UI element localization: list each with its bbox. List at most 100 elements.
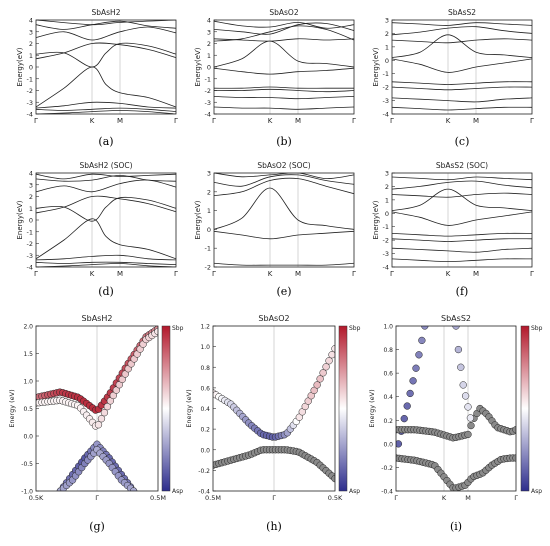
y-tick-label: -2: [27, 87, 33, 95]
band-point: [316, 375, 324, 383]
y-tick-label: -4: [383, 111, 389, 119]
band-point: [464, 403, 472, 411]
panel-h: SbAsO2 -0.4 -0.2 0.0 0.2 0.4 0.6 0.8 1.0 1.2 0.5M Γ…: [185, 314, 361, 533]
band-line: [392, 188, 532, 211]
x-tick-label: Γ: [390, 270, 394, 278]
y-tick-label: 3: [385, 17, 389, 25]
x-tick-label: Γ: [174, 117, 178, 125]
x-tick-label: Γ: [34, 270, 38, 278]
panel-d: SbAsH2 (SOC) -4 -3 -2 -1 0 1 2 3 4 Γ K M Γ Energy(eV) (…: [16, 161, 178, 298]
panel-caption: (c): [455, 135, 470, 148]
y-tick-label: 4: [207, 17, 211, 25]
plot-frame: [35, 172, 177, 268]
panel-title: SbAsO2: [269, 8, 298, 17]
plot-frame: [391, 172, 533, 268]
band-line: [214, 25, 354, 42]
band-point: [129, 487, 138, 491]
panel-title: SbAsO2 (SOC): [257, 161, 310, 170]
y-tick-label: 0: [207, 64, 211, 72]
y-axis-label: Energy(eV): [372, 200, 380, 239]
y-tick-label: -2: [205, 264, 211, 272]
y-tick-label: -0.4: [381, 489, 393, 496]
band-line: [392, 34, 532, 58]
x-tick-label: Γ: [352, 117, 356, 125]
plot-frame: [212, 325, 336, 492]
y-tick-label: 1: [385, 196, 389, 204]
y-tick-label: 0: [29, 64, 33, 72]
band-line: [392, 106, 532, 111]
panel-caption: (f): [456, 285, 469, 298]
y-axis-label: Energy (eV): [368, 389, 376, 427]
y-tick-label: 0.5: [23, 406, 33, 413]
panel-a: SbAsH2 -4 -3 -2 -1 0 1 2 3 4 Γ K M Γ Energy(eV) (a): [16, 8, 178, 148]
band-point: [328, 351, 335, 359]
x-tick-label: M: [465, 494, 471, 502]
x-tick-label: Γ: [514, 494, 518, 502]
x-tick-label: Γ: [390, 117, 394, 125]
y-tick-label: 1.0: [23, 379, 33, 386]
band-line: [214, 262, 354, 266]
band-point: [464, 430, 472, 439]
y-axis-label: Energy(eV): [372, 47, 380, 86]
y-tick-label: 1: [29, 52, 33, 60]
band-point: [97, 415, 106, 423]
x-tick-label: M: [295, 117, 301, 125]
plot-area: [214, 173, 354, 266]
y-tick-label: -3: [383, 250, 389, 258]
plot-frame: [35, 19, 177, 115]
panel-e: SbAsO2 (SOC) -2 -1 0 1 2 3 Γ K M Γ Energy(eV) (e): [194, 161, 356, 298]
colorbar: [161, 325, 171, 492]
plot-area: [392, 176, 532, 263]
x-tick-label: 0.5M: [150, 494, 166, 502]
y-tick-label: 2: [385, 183, 389, 191]
y-tick-label: -3: [27, 252, 33, 260]
band-point: [319, 369, 327, 377]
y-tick-label: 0.6: [383, 371, 393, 378]
band-line: [214, 40, 354, 68]
y-tick-label: -4: [27, 264, 33, 272]
x-tick-label: K: [446, 117, 451, 125]
x-tick-label: K: [268, 117, 273, 125]
x-tick-label: Γ: [95, 494, 99, 502]
band-line: [36, 101, 176, 109]
colorbar-top-label: Sbp: [349, 325, 361, 332]
band-line: [214, 106, 354, 110]
y-tick-label: 2: [207, 188, 211, 196]
y-tick-label: -1.0: [21, 489, 33, 496]
y-axis-label: Energy (eV): [8, 389, 16, 427]
y-tick-label: 1.0: [200, 344, 210, 351]
colorbar: [338, 325, 348, 492]
y-tick-label: -1: [383, 70, 389, 78]
x-tick-label: Γ: [34, 117, 38, 125]
y-tick-label: -0.2: [381, 465, 393, 472]
band-point: [403, 402, 411, 410]
x-tick-label: K: [90, 270, 95, 278]
panel-b: SbAsO2 -4 -3 -2 -1 0 1 2 3 4 Γ K M Γ Energy(eV) (b): [194, 8, 356, 148]
panel-title: SbAsH2: [92, 8, 121, 17]
y-tick-label: 0.2: [200, 427, 210, 434]
plot-frame: [395, 325, 517, 492]
band-point: [454, 345, 463, 354]
plot-area: [392, 22, 532, 111]
band-line: [392, 38, 532, 44]
panel-caption: (h): [266, 520, 282, 533]
band-line: [36, 107, 176, 112]
band-line: [392, 26, 532, 36]
band-point: [322, 363, 330, 371]
y-tick-label: 0: [385, 57, 389, 65]
panel-title: SbAsS2: [448, 8, 476, 17]
panel-caption: (d): [98, 285, 114, 298]
y-tick-label: -2: [27, 240, 33, 248]
y-axis-label: Energy(eV): [194, 47, 202, 86]
plot-area: [396, 326, 516, 491]
y-tick-label: 1: [385, 43, 389, 51]
band-line: [36, 42, 176, 68]
x-tick-label: Γ: [212, 117, 216, 125]
band-line: [214, 177, 354, 196]
y-axis-label: Energy(eV): [194, 200, 202, 239]
y-tick-label: 3: [29, 28, 33, 36]
y-tick-label: -3: [205, 99, 211, 107]
band-point: [467, 421, 475, 430]
band-line: [36, 179, 176, 193]
y-tick-label: -4: [27, 111, 33, 119]
